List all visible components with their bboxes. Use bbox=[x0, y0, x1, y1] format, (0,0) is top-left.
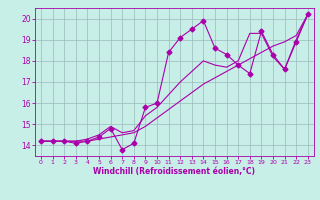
X-axis label: Windchill (Refroidissement éolien,°C): Windchill (Refroidissement éolien,°C) bbox=[93, 167, 255, 176]
